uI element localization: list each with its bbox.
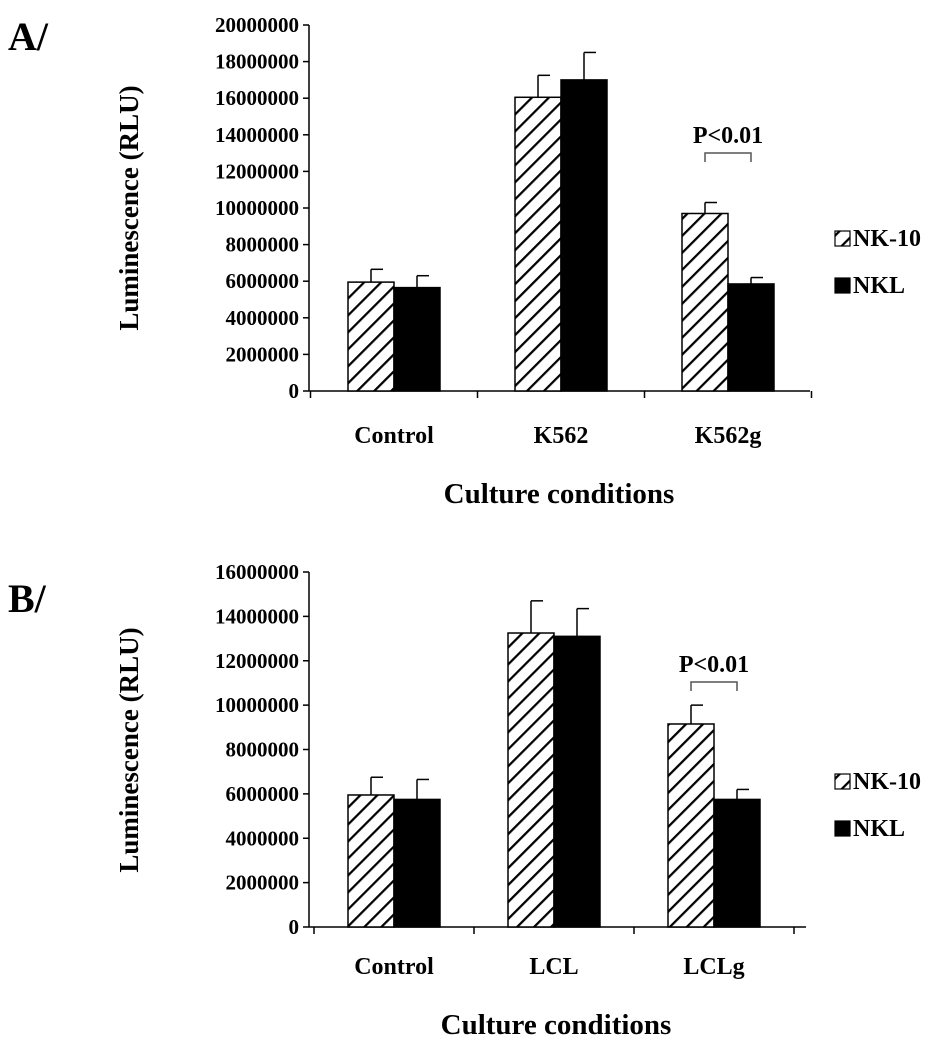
x-axis-label-b: Culture conditions: [441, 1009, 672, 1041]
legend-swatch: [834, 277, 851, 294]
y-axis-label-a: Luminescence (RLU): [114, 85, 144, 330]
significance-bracket: [690, 681, 738, 691]
x-tick-label: K562: [534, 423, 589, 449]
y-tick-label: 2000000: [226, 871, 300, 895]
y-tick-label: 10000000: [215, 693, 299, 717]
bar: [347, 281, 395, 392]
panel-label-b: B/: [8, 576, 47, 621]
x-tick-label: Control: [354, 954, 434, 980]
y-tick-label: 16000000: [215, 560, 299, 584]
y-axis-label-b: Luminescence (RLU): [114, 627, 144, 872]
x-tick-label: LCLg: [683, 954, 744, 980]
y-tick-label: 8000000: [226, 233, 300, 257]
bar: [507, 632, 555, 928]
legend-swatch: [834, 773, 851, 790]
y-tick-label: 6000000: [226, 782, 300, 806]
legend-swatch: [834, 230, 851, 247]
y-tick-label: 4000000: [226, 306, 300, 330]
bar: [713, 798, 761, 928]
x-axis-label-a: Culture conditions: [444, 478, 675, 510]
chart-panel-a: A/ Luminescence (RLU) Culture conditions…: [8, 13, 921, 510]
y-tick-label: 6000000: [226, 269, 300, 293]
y-tick-label: 12000000: [215, 159, 299, 183]
y-tick-label: 16000000: [215, 86, 299, 110]
chart-panel-b: B/ Luminescence (RLU) Culture conditions…: [8, 560, 921, 1041]
y-tick-label: 0: [289, 379, 300, 403]
y-tick-label: 8000000: [226, 738, 300, 762]
legend-label: NK-10: [853, 769, 921, 795]
bar: [393, 798, 441, 928]
panel-label-a: A/: [8, 14, 49, 59]
y-tick-label: 10000000: [215, 196, 299, 220]
bar: [727, 283, 775, 392]
y-tick-label: 2000000: [226, 342, 300, 366]
plot-area-b: 0 2000000 4000000 6000000 8000000 10000000 120…: [215, 560, 921, 980]
bar: [681, 212, 729, 392]
legend-label: NKL: [853, 816, 905, 842]
plot-area-a: 0 2000000 4000000 6000000 8000000 10000000 120…: [215, 13, 921, 449]
significance-label: P<0.01: [693, 123, 763, 149]
y-tick-label: 4000000: [226, 826, 300, 850]
bar: [514, 96, 562, 392]
legend-label: NKL: [853, 273, 905, 299]
y-tick-label: 14000000: [215, 123, 299, 147]
y-tick-label: 0: [289, 915, 300, 939]
y-tick-label: 12000000: [215, 649, 299, 673]
legend-label: NK-10: [853, 226, 921, 252]
significance-label: P<0.01: [679, 652, 749, 678]
bar: [393, 286, 441, 392]
bar: [667, 723, 715, 928]
legend-swatch: [834, 820, 851, 837]
x-tick-label: K562g: [695, 423, 762, 449]
y-tick-label: 20000000: [215, 13, 299, 37]
y-tick-label: 14000000: [215, 604, 299, 628]
bar: [560, 79, 608, 392]
significance-bracket: [704, 152, 752, 162]
bar: [553, 635, 601, 928]
y-tick-label: 18000000: [215, 50, 299, 74]
x-tick-label: LCL: [529, 954, 578, 980]
x-tick-label: Control: [354, 423, 434, 449]
bar: [347, 794, 395, 928]
